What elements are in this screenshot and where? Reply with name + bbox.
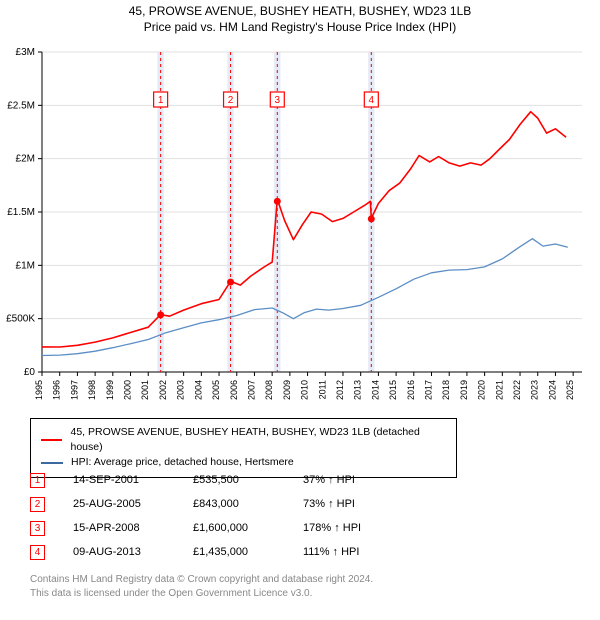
svg-text:2004: 2004 [193,380,203,400]
svg-text:2013: 2013 [353,380,363,400]
svg-text:2010: 2010 [300,380,310,400]
svg-text:1997: 1997 [69,380,79,400]
svg-text:2014: 2014 [370,380,380,400]
transaction-pct: 178% ↑ HPI [303,522,423,534]
svg-text:2002: 2002 [158,380,168,400]
svg-text:£1.5M: £1.5M [7,207,35,218]
transaction-date: 14-SEP-2001 [73,474,193,486]
svg-text:2020: 2020 [477,380,487,400]
svg-text:2022: 2022 [512,380,522,400]
svg-text:1998: 1998 [87,380,97,400]
svg-text:£1M: £1M [16,260,35,271]
transaction-price: £535,500 [193,474,303,486]
svg-text:£2.5M: £2.5M [7,100,35,111]
svg-text:1995: 1995 [34,380,44,400]
svg-text:2021: 2021 [494,380,504,400]
svg-text:2: 2 [228,95,234,106]
svg-text:4: 4 [369,95,375,106]
svg-text:3: 3 [275,95,281,106]
attribution: Contains HM Land Registry data © Crown c… [30,573,373,600]
price-chart: £0 £500K £1M £1.5M £2M £2.5M £3M 1995 1996 1997 19… [0,0,600,410]
svg-text:2015: 2015 [388,380,398,400]
svg-text:2012: 2012 [335,380,345,400]
svg-text:2003: 2003 [176,380,186,400]
transaction-row: 3 15-APR-2008£1,600,000178% ↑ HPI [30,516,423,540]
svg-text:2019: 2019 [459,380,469,400]
legend-row-property: 45, PROWSE AVENUE, BUSHEY HEATH, BUSHEY,… [41,425,446,455]
svg-text:2005: 2005 [211,380,221,400]
svg-text:£500K: £500K [6,314,35,325]
transaction-marker: 1 [30,473,45,488]
svg-text:1: 1 [158,95,164,106]
transaction-date: 15-APR-2008 [73,522,193,534]
transaction-marker: 3 [30,521,45,536]
transaction-date: 25-AUG-2005 [73,498,193,510]
svg-text:2011: 2011 [317,380,327,399]
svg-text:2001: 2001 [140,380,150,400]
transaction-row: 2 25-AUG-2005£843,00073% ↑ HPI [30,492,423,516]
transaction-date: 09-AUG-2013 [73,546,193,558]
transactions-table: 1 14-SEP-2001£535,50037% ↑ HPI 2 25-AUG-200… [30,468,423,564]
transaction-pct: 37% ↑ HPI [303,474,423,486]
svg-text:2017: 2017 [424,380,434,400]
svg-text:2023: 2023 [530,380,540,400]
svg-text:£3M: £3M [16,47,35,58]
transaction-pct: 111% ↑ HPI [303,546,423,558]
attribution-line1: Contains HM Land Registry data © Crown c… [30,573,373,587]
svg-text:2016: 2016 [406,380,416,400]
svg-text:2008: 2008 [264,380,274,400]
svg-text:2024: 2024 [547,380,557,400]
transaction-marker: 4 [30,545,45,560]
svg-text:£2M: £2M [16,154,35,165]
legend-swatch-property [41,439,62,441]
svg-text:2007: 2007 [246,380,256,400]
svg-text:2009: 2009 [282,380,292,400]
svg-text:2006: 2006 [229,380,239,400]
transaction-marker: 2 [30,497,45,512]
legend-swatch-hpi [41,462,63,464]
svg-text:2025: 2025 [565,380,575,400]
attribution-line2: This data is licensed under the Open Gov… [30,587,373,601]
transaction-price: £843,000 [193,498,303,510]
transaction-pct: 73% ↑ HPI [303,498,423,510]
transaction-price: £1,600,000 [193,522,303,534]
transaction-price: £1,435,000 [193,546,303,558]
svg-text:2018: 2018 [441,380,451,400]
transaction-row: 1 14-SEP-2001£535,50037% ↑ HPI [30,468,423,492]
legend-label-property: 45, PROWSE AVENUE, BUSHEY HEATH, BUSHEY,… [70,425,446,455]
svg-text:2000: 2000 [123,380,133,400]
svg-text:1999: 1999 [105,380,115,400]
transaction-row: 4 09-AUG-2013£1,435,000111% ↑ HPI [30,540,423,564]
svg-text:£0: £0 [24,367,36,378]
svg-text:1996: 1996 [52,380,62,400]
